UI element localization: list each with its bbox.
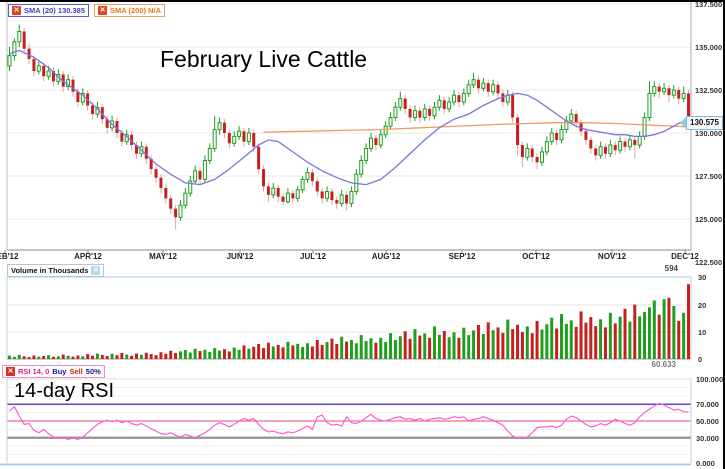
x-axis-label: OCT'12 <box>522 252 550 261</box>
current-price-badge: 130.575 <box>680 116 723 131</box>
price-axis-label: 127.500 <box>695 172 723 181</box>
price-axis-label: 125.000 <box>695 215 723 224</box>
sma200-close-icon[interactable]: ✕ <box>98 6 108 15</box>
current-price-value: 130.575 <box>686 116 723 131</box>
rsi-legend-part-3: 50% <box>85 367 101 376</box>
x-axis-label: DEC'12 <box>671 252 699 261</box>
sma200-label: SMA (200) N/A <box>110 6 161 15</box>
x-axis-label: APR'12 <box>74 252 102 261</box>
legend-sma200-chip[interactable]: ✕ SMA (200) N/A <box>94 4 165 17</box>
volume-panel-title: Volume in Thousands <box>11 266 89 275</box>
legend-sma20-chip[interactable]: ✕ SMA (20) 130.385 <box>8 4 90 17</box>
rsi-plot[interactable] <box>0 378 692 466</box>
volume-axis-label: 0 <box>698 355 703 364</box>
rsi-legend-part-0: RSI 14, 0 <box>18 367 50 376</box>
rsi-legend-part-2: Sell <box>69 367 83 376</box>
rsi-axis-label: 0.000 <box>696 459 715 468</box>
volume-axis-label: 30 <box>698 273 707 283</box>
sma20-close-icon[interactable]: ✕ <box>12 6 21 15</box>
rsi-line <box>9 402 689 441</box>
rsi-axis-label: 100.000 <box>696 375 724 384</box>
volume-axis-label: 10 <box>698 327 707 337</box>
price-axis-label: 135.000 <box>695 43 723 52</box>
price-axis-label: 130.000 <box>695 129 723 138</box>
price-axis-label: 132.500 <box>695 86 723 95</box>
x-axis-label: NOV'12 <box>597 252 627 261</box>
rsi-axis-label: 70.000 <box>696 400 719 410</box>
volume-axis-label: 20 <box>698 300 707 310</box>
sma200-line <box>263 122 689 133</box>
rsi-latest-value: 60.633 <box>651 360 676 369</box>
rsi-panel-title: 14-day RSI <box>14 380 115 402</box>
rsi-axis-label: 30.000 <box>696 433 719 443</box>
x-axis-label: SEP'12 <box>448 252 476 261</box>
indicator-legend-row: ✕ SMA (20) 130.385 ✕ SMA (200) N/A <box>8 4 165 17</box>
rsi-close-icon[interactable]: ✕ <box>6 367 15 376</box>
x-axis-label: AUG'12 <box>371 252 401 261</box>
volume-latest-value: 594 <box>664 264 678 273</box>
x-axis-label: JUL'12 <box>300 252 326 261</box>
x-axis-label: FEB'12 <box>0 252 19 261</box>
sma20-label: SMA (20) 130.385 <box>24 6 86 15</box>
price-axis-label: 122.500 <box>695 258 723 267</box>
volume-plot[interactable] <box>6 276 692 360</box>
x-axis-label: MAY'12 <box>149 252 177 261</box>
price-badge-arrow-icon <box>680 117 686 130</box>
rsi-legend-chip[interactable]: ✕ RSI 14, 0 Buy Sell 50% <box>2 365 105 378</box>
price-axis-label: 137.500 <box>695 0 723 9</box>
volume-panel-header-chip[interactable]: Volume in Thousands ✕ <box>7 264 105 277</box>
chart-title: February Live Cattle <box>160 46 368 72</box>
rsi-axis-label: 50.000 <box>696 417 719 426</box>
volume-close-icon[interactable]: ✕ <box>91 266 101 275</box>
rsi-legend-part-1: Buy <box>52 367 67 376</box>
price-plot[interactable] <box>4 2 692 254</box>
sma20-line <box>9 49 689 186</box>
x-axis-label: JUN'12 <box>226 252 254 261</box>
